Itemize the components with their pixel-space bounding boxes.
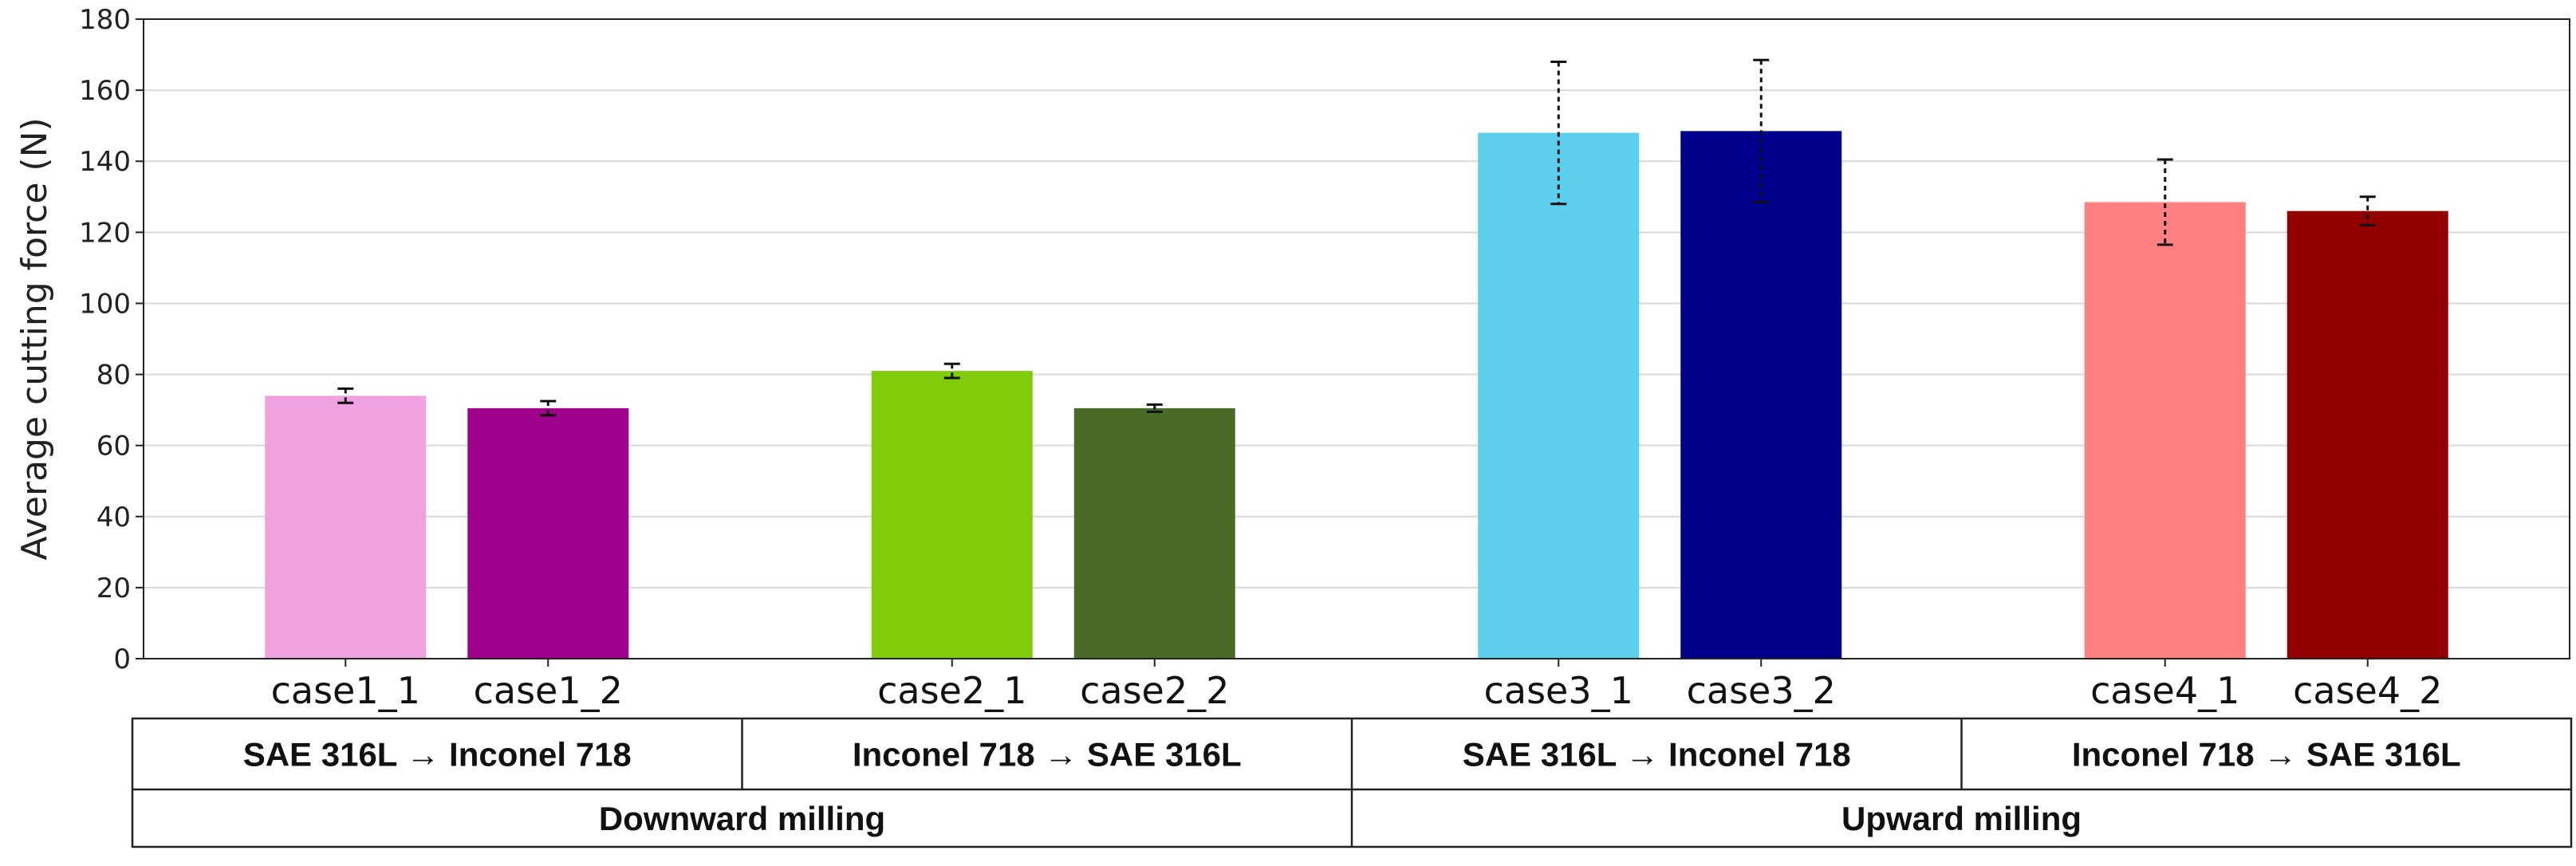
x-tick-label-case4_2: case4_2 — [2293, 669, 2442, 712]
bar-case1_1 — [265, 396, 427, 659]
y-tick-label: 80 — [97, 360, 131, 392]
y-axis-label: Average cutting force (N) — [14, 117, 55, 560]
bar-case1_2 — [467, 407, 629, 659]
y-tick-label: 180 — [79, 4, 131, 36]
group-label: SAE 316L → Inconel 718 — [1463, 736, 1851, 773]
y-tick-label: 60 — [97, 431, 131, 463]
y-ticks: 0 20 40 60 80 100 120 140 160 180 — [79, 4, 144, 675]
group-label: SAE 316L → Inconel 718 — [243, 736, 632, 773]
group-label: Inconel 718 → SAE 316L — [2072, 736, 2461, 773]
bar-case4_2 — [2286, 211, 2448, 659]
bar-case2_2 — [1073, 407, 1235, 659]
y-tick-label: 20 — [97, 573, 131, 604]
x-tick-label-case1_1: case1_1 — [271, 669, 420, 712]
milling-direction-label: Downward milling — [599, 800, 885, 837]
x-ticks: case1_1 case1_2 case2_1 case2_2 case3_1 case3… — [271, 659, 2442, 712]
group-label: Inconel 718 → SAE 316L — [853, 736, 1242, 773]
bar-case3_1 — [1478, 132, 1640, 659]
y-tick-label: 0 — [113, 644, 131, 675]
y-tick-label: 160 — [79, 75, 131, 107]
x-tick-label-case1_2: case1_2 — [474, 669, 623, 712]
bar-case4_1 — [2084, 202, 2246, 659]
milling-direction-label: Upward milling — [1841, 800, 2082, 837]
x-tick-label-case3_1: case3_1 — [1484, 669, 1633, 712]
y-tick-label: 100 — [79, 288, 131, 320]
x-tick-label-case2_1: case2_1 — [877, 669, 1026, 712]
case-group-table: SAE 316L → Inconel 718 Inconel 718 → SAE … — [131, 717, 2573, 848]
y-tick-label: 120 — [79, 217, 131, 249]
x-tick-label-case3_2: case3_2 — [1687, 669, 1836, 712]
bar-case2_1 — [871, 371, 1033, 659]
y-tick-label: 40 — [97, 502, 131, 533]
x-tick-label-case2_2: case2_2 — [1080, 669, 1229, 712]
bars — [265, 131, 2448, 659]
y-tick-label: 140 — [79, 146, 131, 178]
plot-frame — [143, 18, 2570, 659]
error-bars — [337, 58, 2376, 417]
x-tick-label-case4_1: case4_1 — [2090, 669, 2239, 712]
bar-case3_2 — [1680, 131, 1842, 659]
